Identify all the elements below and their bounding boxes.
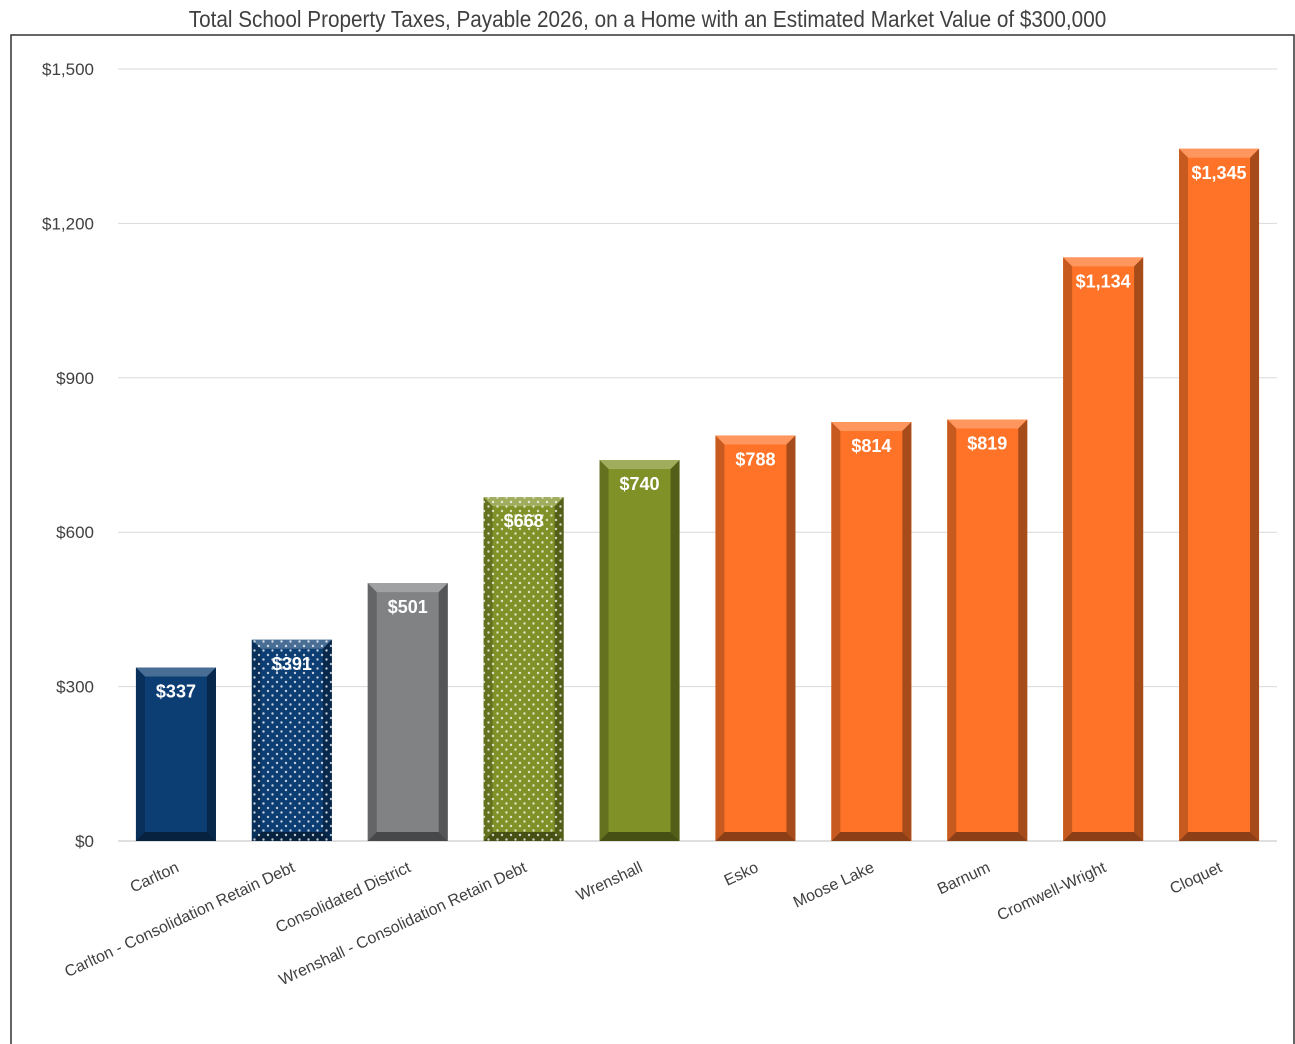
x-tick-label: Carlton (128, 859, 182, 896)
y-tick-label: $1,200 (42, 214, 94, 233)
bar-data-label: $814 (851, 436, 891, 456)
bar (831, 422, 912, 841)
bar (251, 639, 332, 841)
bar (483, 497, 564, 841)
bar-data-label: $788 (735, 449, 775, 469)
bar-data-label: $337 (156, 682, 196, 702)
bar (1063, 257, 1144, 841)
chart-title: Total School Property Taxes, Payable 202… (188, 6, 1107, 32)
bar (947, 419, 1028, 841)
bar (367, 583, 448, 841)
x-tick-label: Wrenshall (574, 859, 645, 904)
bar-data-label: $740 (620, 474, 660, 494)
bar-data-label: $819 (967, 433, 1007, 453)
chart-frame (10, 34, 1295, 1044)
x-tick-label: Cloquet (1168, 859, 1226, 898)
bar (715, 435, 796, 841)
bar-data-label: $501 (388, 597, 428, 617)
bar (1179, 148, 1260, 842)
y-tick-label: $600 (56, 523, 94, 542)
x-tick-label: Esko (722, 859, 762, 889)
y-tick-label: $0 (75, 832, 94, 851)
bar (599, 460, 680, 841)
x-tick-label: Barnum (935, 859, 993, 898)
bar-data-label: $668 (504, 511, 544, 531)
y-tick-label: $1,500 (42, 60, 94, 79)
x-tick-label: Moose Lake (791, 859, 877, 911)
bar-data-label: $391 (272, 654, 312, 674)
bar-data-label: $1,134 (1076, 271, 1131, 291)
x-tick-label: Carlton - Consolidation Retain Debt (62, 859, 298, 981)
x-tick-label: Cromwell-Wright (995, 859, 1110, 924)
bar (135, 667, 216, 841)
bar-data-label: $1,345 (1192, 163, 1247, 183)
y-tick-label: $900 (56, 369, 94, 388)
y-tick-label: $300 (56, 678, 94, 697)
